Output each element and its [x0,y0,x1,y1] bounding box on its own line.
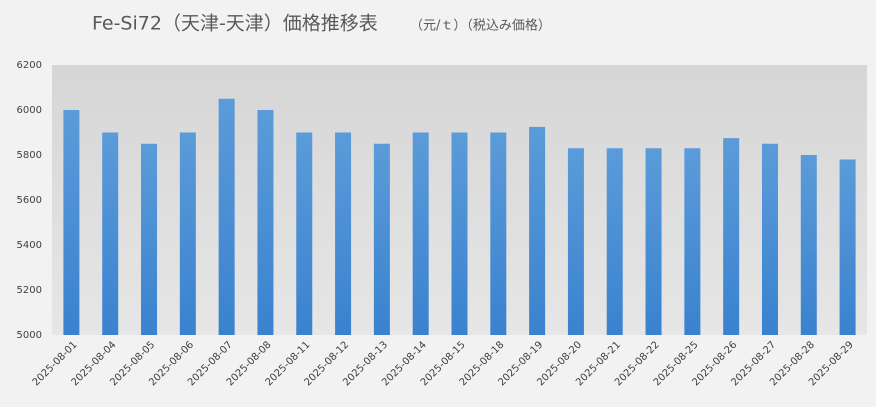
y-tick-label: 6200 [17,60,42,71]
chart-subtitle: （元/ｔ）（税込み価格） [410,18,551,34]
bar [723,138,740,335]
bar [761,143,778,335]
bar [179,132,196,335]
chart-title: Fe-Si72（天津-天津）価格推移表 [92,13,378,35]
bar [684,148,701,335]
bar [63,110,80,335]
y-tick-label: 6000 [17,105,42,116]
bar [606,148,623,335]
y-tick-label: 5000 [17,330,42,341]
bar [451,132,468,335]
y-tick-label: 5400 [17,240,42,251]
y-tick-label: 5800 [17,150,42,161]
bar [102,132,119,335]
bar [373,143,390,335]
bar [335,132,352,335]
bar [257,110,274,335]
y-tick-label: 5600 [17,195,42,206]
bar [412,132,429,335]
bar [296,132,313,335]
bar [567,148,584,335]
bar [839,159,856,335]
bar [529,126,546,335]
bar [645,148,662,335]
bar [800,155,817,335]
bar [490,132,507,335]
bar [141,143,158,335]
y-tick-label: 5200 [17,285,42,296]
bar [218,98,235,335]
